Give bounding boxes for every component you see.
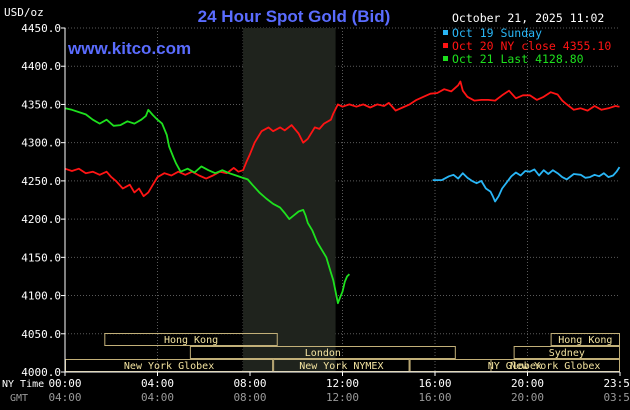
session-label: New York Globex	[124, 361, 214, 372]
website-link[interactable]: www.kitco.com	[67, 39, 191, 58]
session-label: Hong Kong	[558, 335, 612, 346]
y-tick-label: 4000.0	[21, 366, 61, 379]
y-tick-label: 4050.0	[21, 328, 61, 341]
legend: Oct 19 Sunday Oct 20 NY close 4355.10 Oc…	[443, 26, 611, 66]
legend-label-last: Oct 21 Last 4128.80	[452, 52, 584, 66]
legend-item-sunday: Oct 19 Sunday	[443, 26, 542, 40]
legend-swatch-sunday	[443, 30, 448, 35]
session-frame	[104, 333, 278, 346]
session-box: New York Globex	[490, 359, 620, 372]
session-label: New York Globex	[510, 361, 600, 372]
x-tick-label-ny: 20:00	[511, 377, 544, 390]
y-tick-label: 4200.0	[21, 213, 61, 226]
session-frame	[513, 346, 620, 359]
x-tick-label-gmt: 16:00	[418, 391, 451, 404]
legend-swatch-last	[443, 56, 448, 61]
legend-label-ny-close: Oct 20 NY close 4355.10	[452, 39, 611, 53]
x-tick-label-gmt: 04:00	[48, 391, 81, 404]
x-tick-label-ny: 16:00	[418, 377, 451, 390]
legend-item-ny-close: Oct 20 NY close 4355.10	[443, 39, 611, 53]
y-tick-label: 4250.0	[21, 175, 61, 188]
y-tick-label: 4300.0	[21, 137, 61, 150]
y-tick-label: 4350.0	[21, 98, 61, 111]
series-line-sunday	[432, 166, 621, 203]
x-tick-label-gmt: 20:00	[511, 391, 544, 404]
x-tick-label-gmt: 04:00	[141, 391, 174, 404]
x-tick-label-ny: 23:59	[603, 377, 630, 390]
session-label: Sydney	[549, 348, 585, 359]
x-row-label-gmt: GMT	[10, 393, 28, 404]
session-box: Hong Kong	[104, 333, 278, 346]
series-line-ny-close	[64, 80, 620, 198]
y-tick-label: 4100.0	[21, 290, 61, 303]
session-box: Hong Kong	[550, 333, 620, 346]
x-tick-label-ny: 00:00	[48, 377, 81, 390]
legend-label-sunday: Oct 19 Sunday	[452, 26, 542, 40]
session-label: Hong Kong	[164, 335, 218, 346]
x-row-label-ny: NY Time	[2, 379, 44, 390]
nymex-band	[243, 28, 336, 372]
x-tick-label-ny: 04:00	[141, 377, 174, 390]
x-tick-label-ny: 12:00	[326, 377, 359, 390]
axes: 4450.0 4400.0 4350.0 4300.0 4250.0 4200.0 4150…	[21, 22, 630, 404]
y-tick-label: 4150.0	[21, 251, 61, 264]
session-label: London	[305, 348, 341, 359]
timestamp: October 21, 2025 11:02	[452, 11, 604, 25]
x-tick-label-ny: 08:00	[233, 377, 266, 390]
series-line-last	[64, 107, 351, 305]
session-frame	[189, 346, 456, 359]
chart-title: 24 Hour Spot Gold (Bid)	[198, 7, 391, 26]
y-tick-label: 4400.0	[21, 60, 61, 73]
highlight-band	[243, 28, 336, 372]
session-box: Sydney	[513, 346, 620, 359]
x-tick-label-gmt: 08:00	[233, 391, 266, 404]
y-tick-label: 4450.0	[21, 22, 61, 35]
session-box: London	[189, 346, 456, 359]
session-label: NY Globex	[488, 361, 542, 372]
legend-item-last: Oct 21 Last 4128.80	[443, 52, 584, 66]
price-series	[64, 80, 621, 305]
x-tick-label-gmt: 12:00	[326, 391, 359, 404]
session-frame	[550, 333, 620, 346]
session-label: New York NYMEX	[299, 361, 383, 372]
y-unit-label: USD/oz	[4, 6, 44, 19]
legend-swatch-ny-close	[443, 43, 448, 48]
x-tick-label-gmt: 03:59	[603, 391, 630, 404]
